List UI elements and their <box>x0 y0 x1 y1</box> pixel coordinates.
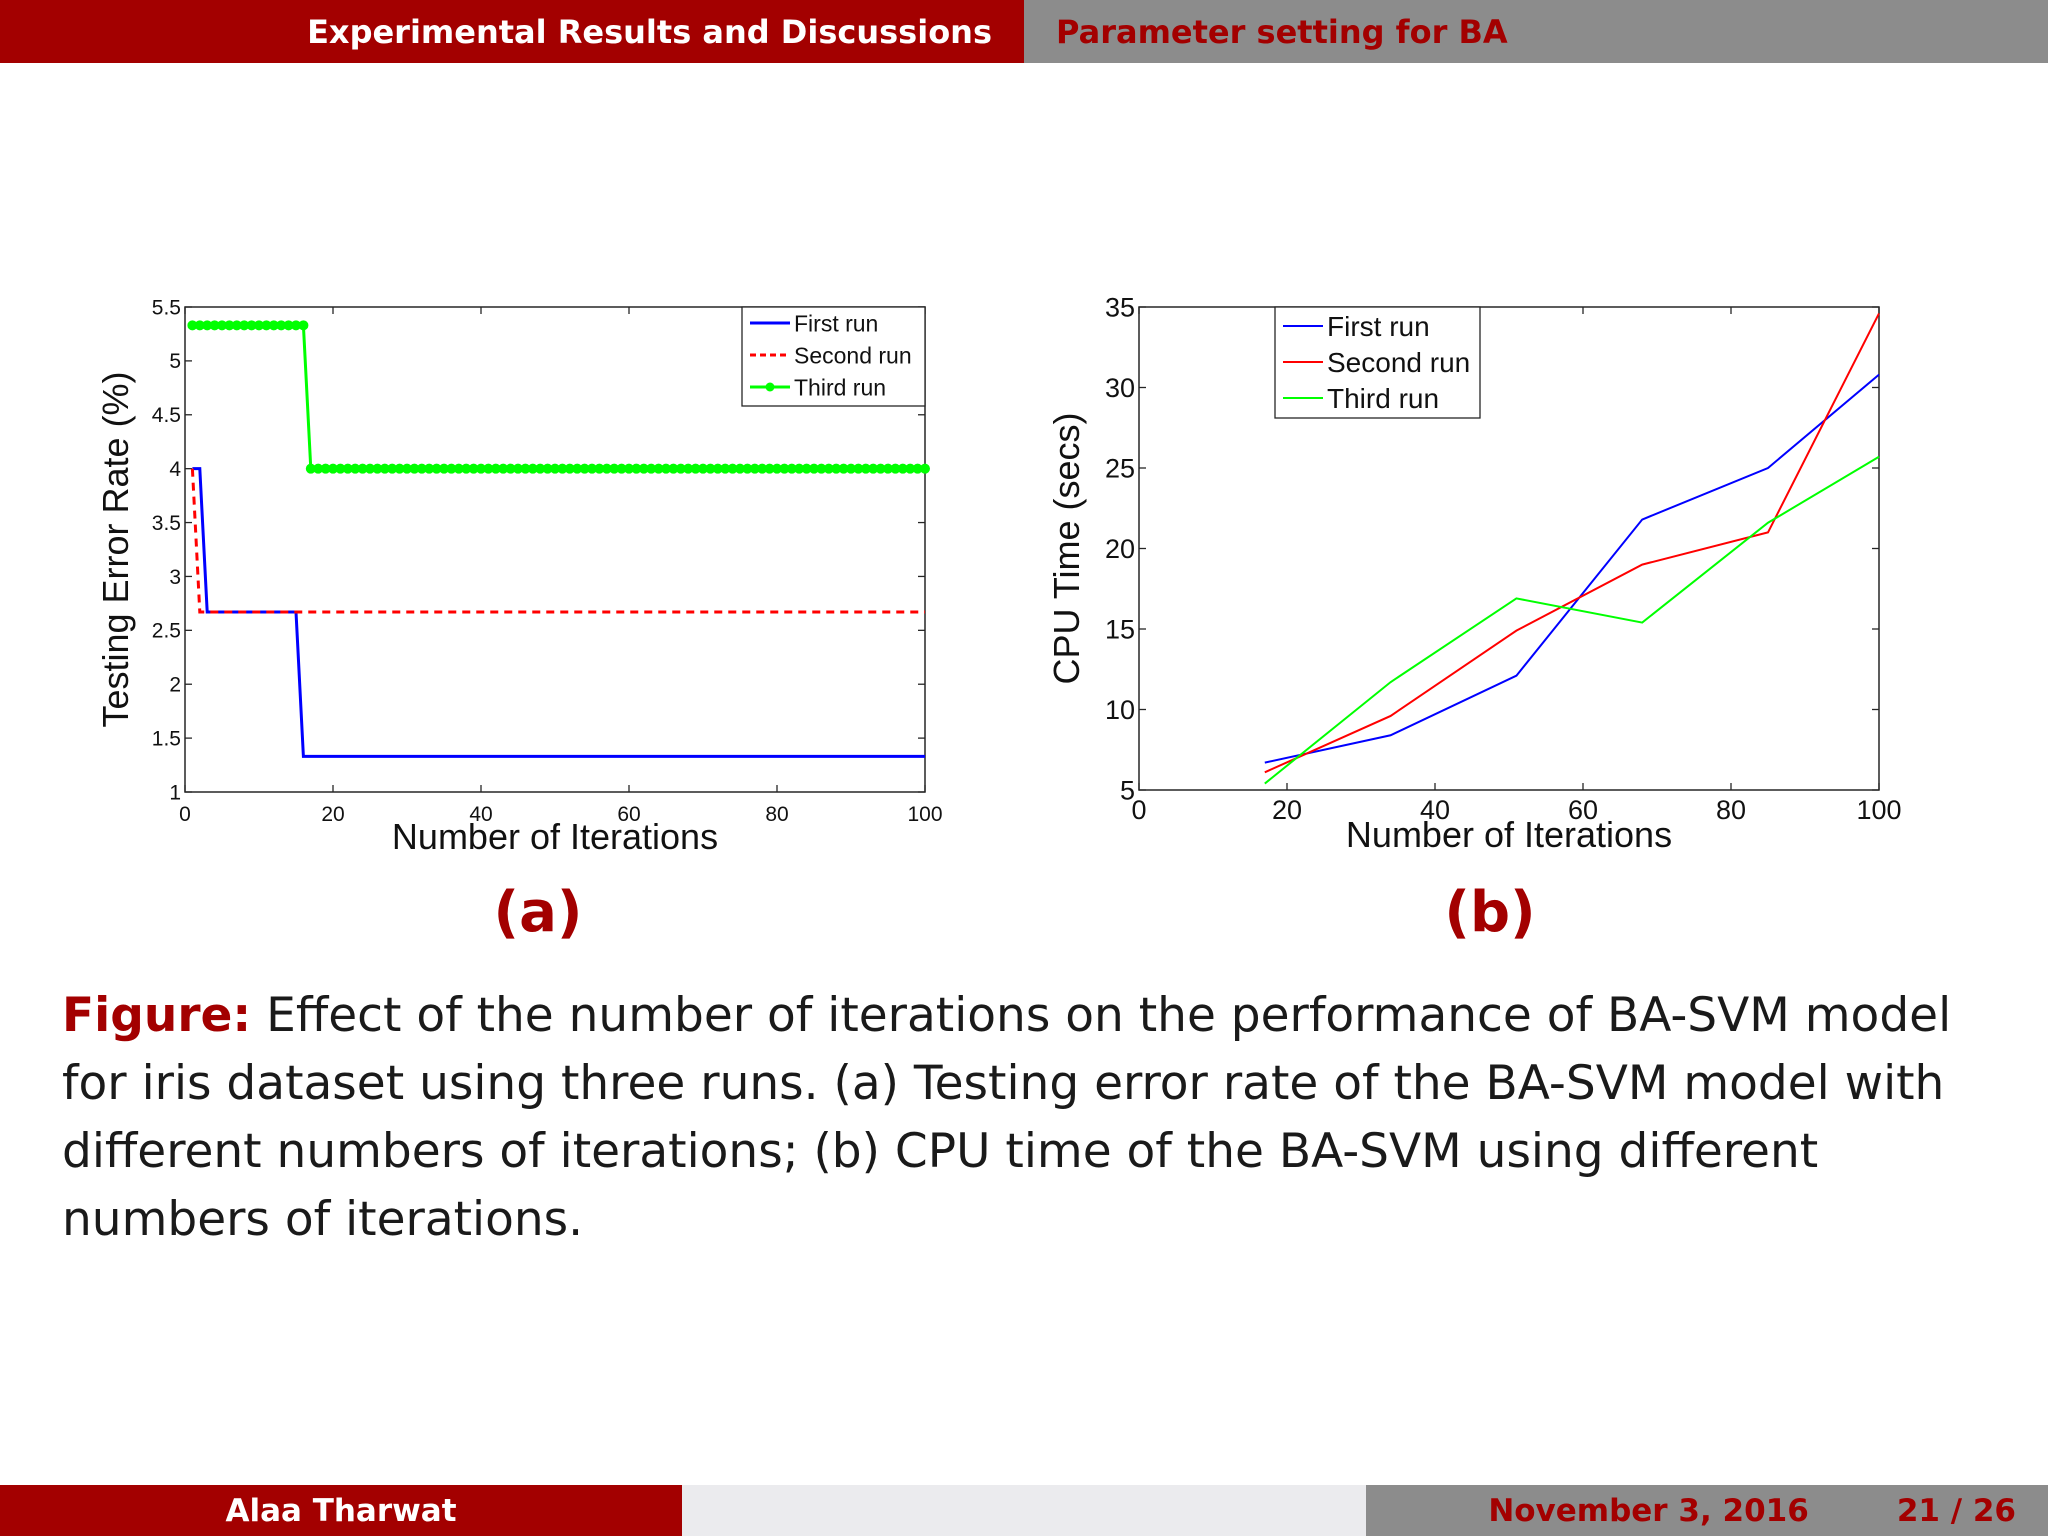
x-tick-label-b: 80 <box>1716 795 1746 825</box>
x-tick-label-b: 40 <box>1420 795 1450 825</box>
y-tick-label-a: 2 <box>169 674 181 697</box>
header-section-bar: Experimental Results and Discussions <box>0 0 1024 63</box>
x-tick-label-a: 100 <box>907 803 942 826</box>
legend-label-third-run-b: Third run <box>1327 383 1439 414</box>
y-tick-label-a: 1.5 <box>152 727 181 750</box>
x-tick-label-b: 60 <box>1568 795 1598 825</box>
y-tick-label-a: 5.5 <box>152 296 181 319</box>
data-point-third-run-a <box>298 320 309 331</box>
y-tick-label-a: 3 <box>169 566 181 589</box>
figure-caption: Figure: Effect of the number of iteratio… <box>62 982 2022 1254</box>
caption-text: Effect of the number of iterations on th… <box>62 988 1952 1247</box>
x-axis-label-b: Number of Iterations <box>1346 814 1672 855</box>
header-section-title: Experimental Results and Discussions <box>307 12 992 51</box>
data-point-third-run-a <box>920 463 930 474</box>
x-tick-label-a: 60 <box>617 803 640 826</box>
footer-title-bar <box>682 1485 1366 1536</box>
series-line-first-run-a <box>192 467 925 758</box>
legend-label-first-run-b: First run <box>1327 311 1430 342</box>
x-tick-label-a: 20 <box>321 803 344 826</box>
y-tick-label-a: 3.5 <box>152 512 181 535</box>
y-tick-label-a: 4.5 <box>152 404 181 427</box>
legend-label-second-run-a: Second run <box>794 342 912 368</box>
series-line-second-run-a <box>190 468 925 614</box>
legend-label-second-run-b: Second run <box>1327 347 1470 378</box>
x-axis-label-a: Number of Iterations <box>392 816 718 857</box>
y-tick-label-b: 10 <box>1105 695 1135 725</box>
footer-author: Alaa Tharwat <box>225 1492 457 1529</box>
x-tick-label-b: 100 <box>1856 795 1901 825</box>
plot-area-b <box>1138 306 1880 791</box>
caption-label: Figure: <box>62 988 252 1043</box>
footer-date: November 3, 2016 <box>1488 1492 1809 1529</box>
x-tick-label-b: 20 <box>1272 795 1302 825</box>
y-tick-label-a: 2.5 <box>152 620 181 643</box>
legend-label-first-run-a: First run <box>794 310 878 336</box>
y-tick-label-b: 5 <box>1120 775 1135 805</box>
y-tick-label-a: 5 <box>169 350 181 373</box>
footer-date-bar: November 3, 2016 21 / 26 <box>1366 1485 2048 1536</box>
y-tick-label-a: 1 <box>169 781 181 804</box>
figure-label-b: (b) <box>1444 880 1536 945</box>
y-tick-label-b: 35 <box>1105 292 1135 322</box>
legend-label-third-run-a: Third run <box>794 374 886 400</box>
header-subsection-title: Parameter setting for BA <box>1056 12 1508 51</box>
y-tick-label-a: 4 <box>169 458 181 481</box>
y-tick-label-b: 25 <box>1105 453 1135 483</box>
x-tick-label-a: 40 <box>469 803 492 826</box>
footer-page-number: 21 / 26 <box>1896 1492 2016 1529</box>
legend-marker-third-run-a <box>765 382 775 392</box>
header-subsection-bar: Parameter setting for BA <box>1024 0 2048 63</box>
x-tick-label-a: 80 <box>765 803 788 826</box>
figure-label-a: (a) <box>493 880 583 945</box>
y-tick-label-b: 15 <box>1105 614 1135 644</box>
y-tick-label-b: 30 <box>1105 373 1135 403</box>
footer-author-bar: Alaa Tharwat <box>0 1485 682 1536</box>
y-axis-label-a: Testing Error Rate (%) <box>95 371 136 727</box>
series-line-third-run-b <box>1264 455 1880 785</box>
y-axis-label-b: CPU Time (secs) <box>1046 412 1087 684</box>
x-tick-label-b: 0 <box>1131 795 1146 825</box>
x-tick-label-a: 0 <box>179 803 191 826</box>
series-line-second-run-b <box>1264 312 1880 774</box>
y-tick-label-b: 20 <box>1105 534 1135 564</box>
